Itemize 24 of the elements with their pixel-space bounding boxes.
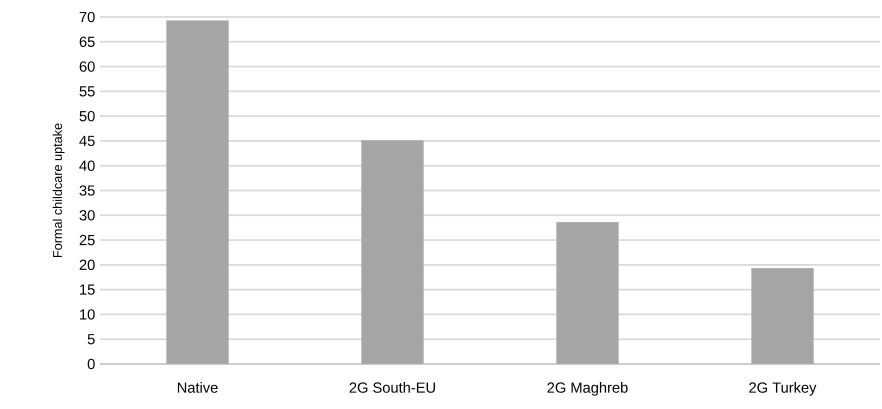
y-tick-label: 25 <box>80 234 95 246</box>
x-tick-label: Native <box>178 382 218 393</box>
y-tick-label: 20 <box>80 260 95 270</box>
y-tick-label: 5 <box>88 334 95 344</box>
x-tick-label: 2G Turkey <box>749 382 816 396</box>
y-tick-label: 10 <box>80 309 95 320</box>
bar <box>166 20 229 364</box>
y-tick-label: 30 <box>80 210 95 220</box>
y-tick-label: 45 <box>79 136 95 146</box>
y-tick-label: 55 <box>80 86 95 96</box>
bar <box>361 140 424 364</box>
x-tick-label: 2G South-EU <box>350 382 435 393</box>
y-tick-label: 15 <box>80 284 95 295</box>
bar <box>556 222 619 364</box>
bar <box>751 268 814 364</box>
y-tick-label: 40 <box>79 160 95 171</box>
x-tick-label: 2G Maghreb <box>547 382 628 396</box>
y-tick-label: 35 <box>80 185 95 196</box>
y-tick-label: 65 <box>80 36 95 47</box>
y-axis-title: Formal childcare uptake <box>52 124 65 258</box>
y-tick-label: 60 <box>80 61 95 72</box>
y-tick-label: 70 <box>80 12 95 22</box>
y-tick-label: 50 <box>80 110 95 122</box>
y-tick-label: 0 <box>88 358 95 370</box>
